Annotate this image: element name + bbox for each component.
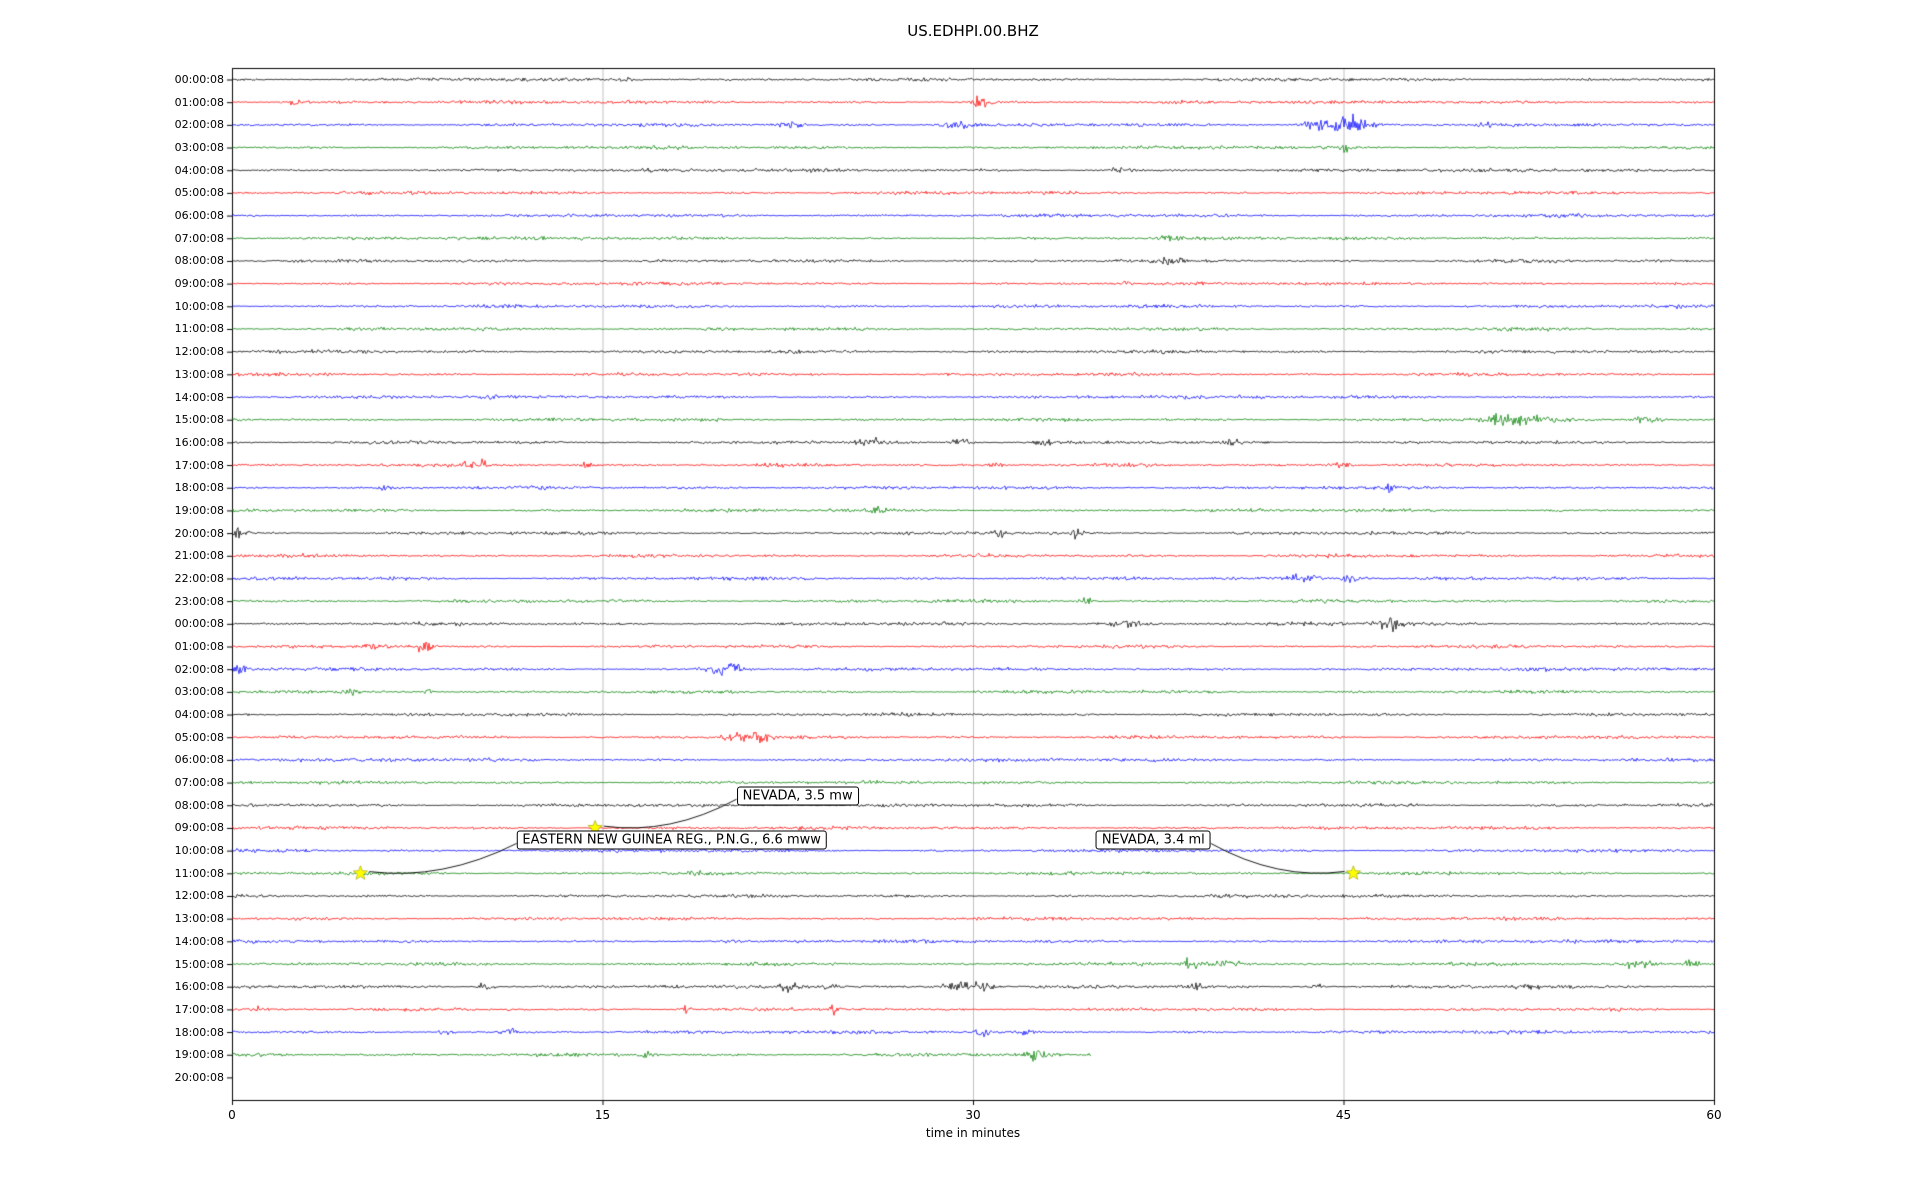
row-time-label: 10:00:08 [174,844,224,858]
x-tick-label: 0 [228,1108,236,1122]
row-time-label: 16:00:08 [174,980,224,994]
row-time-label: 23:00:08 [174,594,224,608]
row-time-label: 02:00:08 [174,662,224,676]
row-time-label: 17:00:08 [174,458,224,472]
x-tick-label: 30 [965,1108,981,1122]
row-time-label: 15:00:08 [174,957,224,971]
row-time-label: 14:00:08 [174,934,224,948]
row-time-label: 03:00:08 [174,685,224,699]
row-time-label: 12:00:08 [174,889,224,903]
row-time-label: 07:00:08 [174,231,224,245]
row-time-label: 01:00:08 [174,640,224,653]
row-time-label: 06:00:08 [174,753,224,767]
x-tick-label: 45 [1335,1108,1352,1122]
row-time-label: 20:00:08 [174,526,224,540]
row-time-label: 00:00:08 [174,617,224,631]
row-time-label: 10:00:08 [174,299,224,313]
row-time-label: 20:00:08 [174,1070,224,1084]
row-time-label: 04:00:08 [174,708,224,722]
row-time-label: 05:00:08 [174,730,224,744]
row-time-label: 01:00:08 [174,95,224,109]
row-time-label: 06:00:08 [174,209,224,223]
row-time-label: 19:00:08 [174,1048,224,1062]
row-time-label: 05:00:08 [174,186,224,200]
row-time-label: 09:00:08 [174,821,224,835]
x-tick-label: 60 [1706,1108,1722,1122]
row-time-label: 04:00:08 [174,163,224,177]
row-time-label: 08:00:08 [174,254,224,268]
row-time-label: 00:00:08 [174,73,224,86]
row-time-label: 17:00:08 [174,1002,224,1016]
row-time-label: 18:00:08 [174,481,224,495]
x-axis-label: time in minutes [925,1126,1021,1140]
row-time-label: 19:00:08 [174,503,224,517]
row-time-label: 13:00:08 [174,912,224,926]
row-time-label: 02:00:08 [174,118,224,132]
event-annotation: NEVADA, 3.4 ml [1095,830,1211,850]
row-time-label: 15:00:08 [174,413,224,427]
row-time-label: 11:00:08 [174,322,224,336]
row-time-label: 12:00:08 [174,345,224,359]
row-time-label: 13:00:08 [174,367,224,381]
row-time-label: 07:00:08 [174,776,224,790]
event-annotation: EASTERN NEW GUINEA REG., P.N.G., 6.6 mww [516,830,827,850]
row-time-label: 16:00:08 [174,435,224,449]
row-time-label: 03:00:08 [174,141,224,155]
x-tick-label: 15 [594,1108,611,1122]
row-time-label: 09:00:08 [174,277,224,291]
event-annotation: NEVADA, 3.5 mw [736,786,859,806]
row-time-label: 18:00:08 [174,1025,224,1039]
chart-title: US.EDHPI.00.BHZ [907,22,1039,40]
row-time-label: 14:00:08 [174,390,224,404]
row-time-label: 21:00:08 [174,549,224,563]
row-time-label: 08:00:08 [174,798,224,812]
row-time-label: 22:00:08 [174,571,224,585]
row-time-label: 11:00:08 [174,866,224,880]
